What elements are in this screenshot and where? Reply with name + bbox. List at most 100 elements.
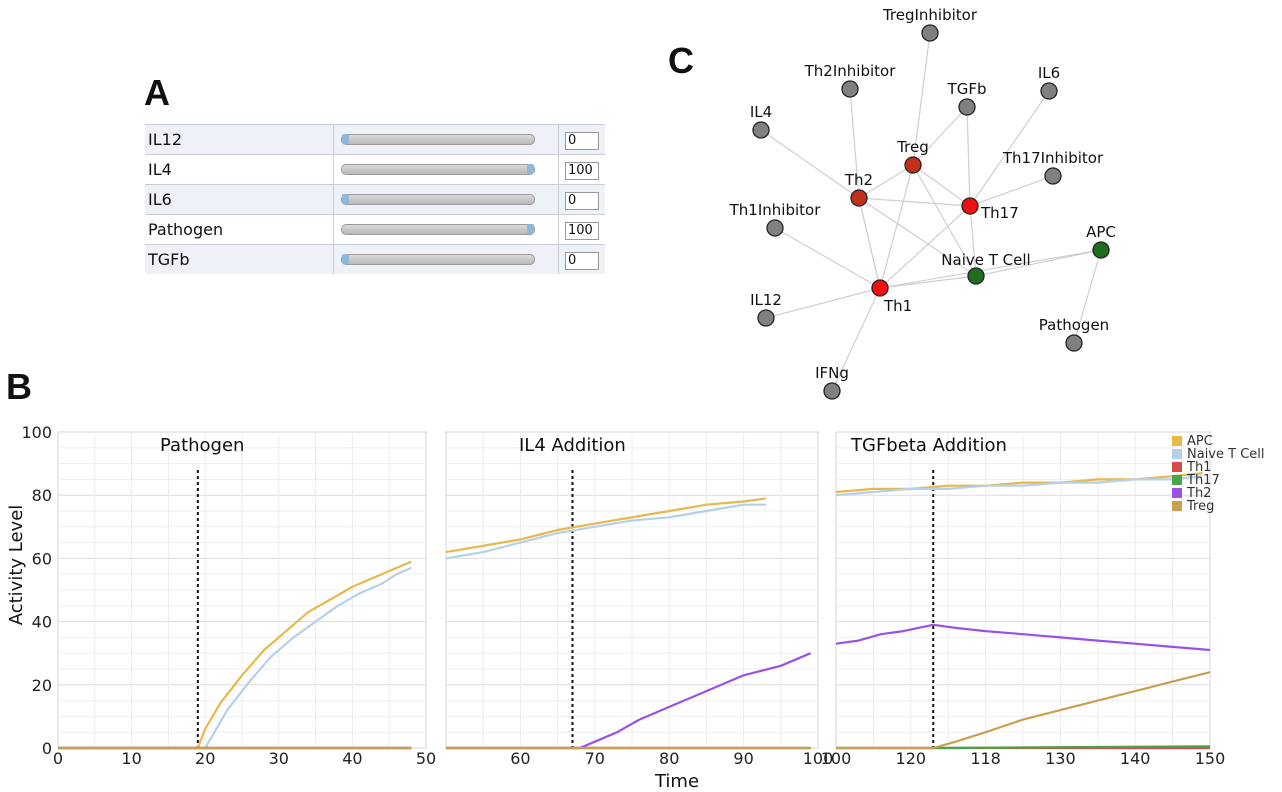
subplot-title: TGFbeta Addition	[850, 435, 1007, 456]
network-node-label: Pathogen	[1039, 316, 1109, 334]
network-node-circle[interactable]	[921, 24, 939, 42]
legend-label: Th1	[1186, 460, 1211, 475]
network-node-circle[interactable]	[1040, 82, 1058, 100]
legend-label: Naive T Cell	[1187, 447, 1265, 462]
slider-value-input[interactable]: 100	[565, 162, 599, 180]
network-node[interactable]: Treg	[896, 138, 929, 174]
series-line-treg	[836, 671, 1211, 750]
network-node-label: TGFb	[947, 80, 987, 98]
network-node-circle[interactable]	[871, 279, 889, 297]
panel-label-c: C	[668, 40, 694, 81]
slider-row: IL6 0	[145, 184, 605, 215]
network-node-label: IL12	[750, 291, 782, 309]
slider-handle[interactable]	[527, 224, 534, 234]
y-tick-label: 80	[32, 486, 52, 505]
slider-cell	[333, 244, 559, 274]
slider-value-input[interactable]: 100	[565, 222, 599, 240]
network-node[interactable]: Th1	[871, 279, 912, 315]
network-node[interactable]: Th17Inhibitor	[1002, 149, 1104, 185]
network-node[interactable]: Th17	[961, 197, 1019, 222]
network-node-circle[interactable]	[1044, 167, 1062, 185]
network-node-circle[interactable]	[958, 98, 976, 116]
series-line-th2	[835, 623, 1211, 652]
network-node-label: IFNg	[815, 364, 849, 382]
x-tick-label: 70	[585, 749, 605, 768]
network-node[interactable]: Th1Inhibitor	[729, 201, 822, 237]
slider-handle[interactable]	[342, 134, 349, 144]
slider-value-input[interactable]: 0	[565, 132, 599, 150]
network-edge	[912, 106, 968, 166]
network-node-label: Th17Inhibitor	[1002, 149, 1104, 167]
network-node-circle[interactable]	[1092, 241, 1110, 259]
network-node-circle[interactable]	[1065, 334, 1083, 352]
network-node-circle[interactable]	[904, 156, 922, 174]
slider-track[interactable]	[341, 254, 535, 265]
network-node[interactable]: IL12	[750, 291, 782, 327]
network-node[interactable]: IL4	[750, 103, 772, 139]
x-tick-label: 130	[1045, 749, 1076, 768]
x-tick-label: 150	[1195, 749, 1226, 768]
network-node-label: IL6	[1038, 64, 1060, 82]
slider-cell	[333, 214, 559, 245]
network-node[interactable]: Naive T Cell	[941, 251, 1031, 285]
panel-label-b: B	[6, 366, 32, 407]
slider-handle[interactable]	[527, 164, 534, 174]
series-line-th2	[446, 652, 812, 750]
network-edge	[912, 32, 931, 166]
network-node[interactable]: Th2	[844, 171, 873, 207]
network-node-circle[interactable]	[841, 80, 859, 98]
x-tick-label: 20	[195, 749, 215, 768]
network-edges	[760, 32, 1102, 392]
slider-track[interactable]	[341, 224, 535, 235]
x-tick-label: 0	[53, 749, 63, 768]
network-edge	[858, 197, 977, 277]
legend-label: Th17	[1186, 473, 1220, 488]
network-node-circle[interactable]	[752, 121, 770, 139]
network-node-circle[interactable]	[961, 197, 979, 215]
network-node[interactable]: APC	[1086, 223, 1116, 259]
slider-label: IL12	[145, 124, 334, 155]
legend-swatch	[1172, 462, 1182, 472]
network-node-label: Th2Inhibitor	[804, 62, 897, 80]
network-node-circle[interactable]	[766, 219, 784, 237]
slider-track[interactable]	[341, 164, 535, 175]
slider-track[interactable]	[341, 134, 535, 145]
network-edge	[774, 227, 881, 289]
network-edge	[858, 197, 971, 207]
x-tick-label: 118	[970, 749, 1001, 768]
x-tick-label: 10	[121, 749, 141, 768]
slider-value-input[interactable]: 0	[565, 252, 599, 270]
slider-track[interactable]	[341, 194, 535, 205]
network-node[interactable]: TGFb	[947, 80, 987, 116]
network-node-circle[interactable]	[967, 267, 985, 285]
network-node[interactable]: IFNg	[815, 364, 849, 400]
slider-handle[interactable]	[342, 254, 349, 264]
network-node[interactable]: Th2Inhibitor	[804, 62, 897, 98]
network-node[interactable]: TregInhibitor	[882, 6, 978, 42]
network-edge	[858, 164, 914, 199]
network-node[interactable]: Pathogen	[1039, 316, 1109, 352]
slider-handle[interactable]	[342, 194, 349, 204]
network-edge	[858, 197, 881, 289]
network-edge	[975, 249, 1102, 277]
network-edge	[969, 90, 1050, 207]
y-tick-label: 60	[32, 549, 52, 568]
network-edge	[879, 249, 1102, 289]
network-edge	[1073, 249, 1102, 344]
network-node[interactable]: IL6	[1038, 64, 1060, 100]
network-node-circle[interactable]	[757, 309, 775, 327]
slider-label: TGFb	[145, 244, 334, 274]
network-edge	[879, 205, 971, 289]
x-tick-label: 30	[269, 749, 289, 768]
network-edge	[879, 164, 914, 289]
series-line-naive-t-cell	[58, 566, 412, 750]
input-slider-table: IL12 0 IL4 100 IL6 0 Pathogen 100 TGFb 0	[145, 124, 605, 274]
network-node-circle[interactable]	[823, 382, 841, 400]
subplot-2: IL4 Addition 60 70 80 90 100	[445, 431, 833, 768]
slider-value-cell: 0	[558, 184, 605, 215]
slider-value-input[interactable]: 0	[565, 192, 599, 210]
network-node-circle[interactable]	[850, 189, 868, 207]
network-node-label: Th17	[980, 204, 1019, 222]
legend-label: APC	[1187, 434, 1213, 449]
slider-value-cell: 100	[558, 214, 605, 245]
